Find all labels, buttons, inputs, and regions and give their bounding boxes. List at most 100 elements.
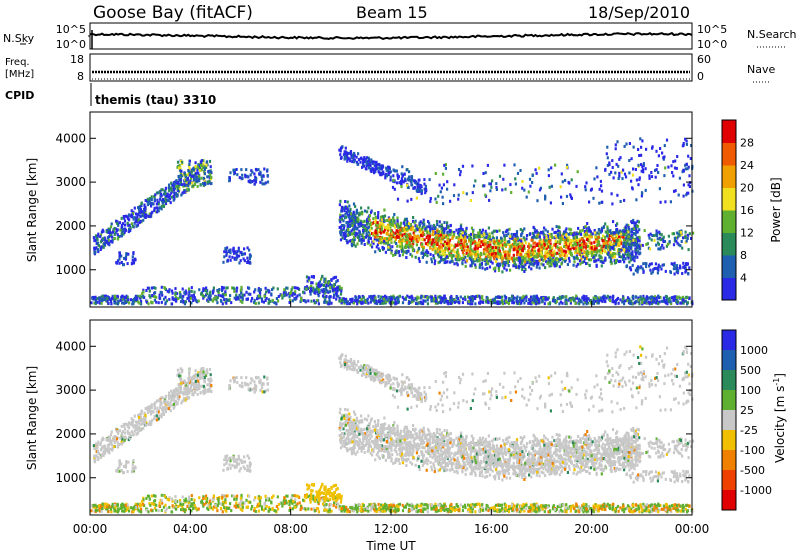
scatter-cell [456,251,459,254]
scatter-cell [430,257,433,261]
scatter-cell [585,262,588,265]
scatter-cell [168,290,171,294]
scatter-cell [134,294,137,298]
scatter-cell [202,162,205,166]
scatter-cell [674,189,677,193]
scatter-cell [387,171,390,175]
scatter-cell [223,250,226,254]
scatter-cell [583,233,586,237]
scatter-cell [348,157,351,161]
scatter-cell [351,232,354,236]
scatter-cell [565,233,568,237]
scatter-cell [189,176,193,180]
scatter-cell [358,230,361,234]
scatter-cell [265,290,268,294]
scatter-cell [240,168,243,172]
scatter-cell [460,242,463,246]
scatter-cell [565,298,568,302]
scatter-cell [156,198,159,202]
scatter-cell [532,225,535,229]
scatter-cell [232,249,235,253]
scatter-cell [514,239,517,243]
scatter-cell [559,238,562,242]
scatter-cell [238,176,241,180]
scatter-cell [640,194,643,198]
scatter-cell [684,270,687,274]
scatter-cell [558,265,561,269]
scatter-cell [113,226,116,230]
scatter-cell [351,155,354,158]
scatter-cell [393,225,396,229]
scatter-cell [404,238,407,242]
scatter-cell [455,295,458,299]
scatter-cell [649,268,652,272]
scatter-cell [95,242,98,245]
scatter-cell [410,175,413,179]
scatter-cell [146,203,149,207]
scatter-cell [438,220,441,224]
scatter-cell [653,297,656,300]
scatter-cell [420,227,423,231]
scatter-cell [564,178,567,182]
scatter-cell [676,236,679,240]
scatter-cell [420,230,423,234]
scatter-cell [341,297,344,301]
scatter-cell [347,209,350,213]
scatter-cell [513,163,516,167]
scatter-cell [145,213,148,217]
scatter-cell [667,234,670,238]
scatter-cell [170,181,173,185]
scatter-cell [584,242,587,246]
scatter-cell [424,251,427,254]
scatter-cell [179,173,182,177]
scatter-cell [631,263,634,267]
scatter-cell [434,296,437,300]
scatter-cell [438,237,441,241]
scatter-cell [600,251,603,255]
scatter-cell [133,259,136,263]
scatter-cell [345,153,349,157]
scatter-cell [486,260,489,264]
scatter-cell [578,239,581,243]
scatter-cell [637,220,640,224]
scatter-cell [382,246,385,250]
scatter-cell [118,253,121,256]
scatter-cell [342,231,345,235]
scatter-cell [397,225,400,229]
scatter-cell [251,180,254,183]
scatter-cell [659,238,662,242]
scatter-cell [465,259,469,263]
scatter-cell [113,237,116,241]
scatter-cell [673,166,677,170]
scatter-cell [377,211,380,214]
scatter-cell [380,173,383,177]
scatter-cell [403,230,406,233]
scatter-cell [456,297,460,300]
scatter-cell [405,240,408,244]
scatter-cell [512,264,515,268]
scatter-cell [195,299,198,303]
scatter-cell [613,239,616,243]
scatter-cell [423,295,426,299]
scatter-cell [393,236,396,240]
scatter-cell [630,245,633,249]
scatter-cell [615,162,618,166]
scatter-cell [544,266,547,270]
scatter-cell [506,240,509,244]
scatter-cell [102,237,105,241]
scatter-cell [392,253,395,257]
scatter-cell [604,230,607,234]
scatter-cell [612,244,615,248]
scatter-cell [374,250,377,254]
scatter-cell [606,234,609,238]
scatter-cell [241,300,244,304]
scatter-cell [212,290,215,294]
scatter-cell [426,254,429,258]
scatter-cell [534,295,537,299]
scatter-cell [97,232,100,236]
scatter-cell [675,239,678,243]
scatter-cell [387,248,390,251]
scatter-cell [456,263,459,267]
scatter-cell [515,253,519,257]
scatter-cell [586,236,589,240]
